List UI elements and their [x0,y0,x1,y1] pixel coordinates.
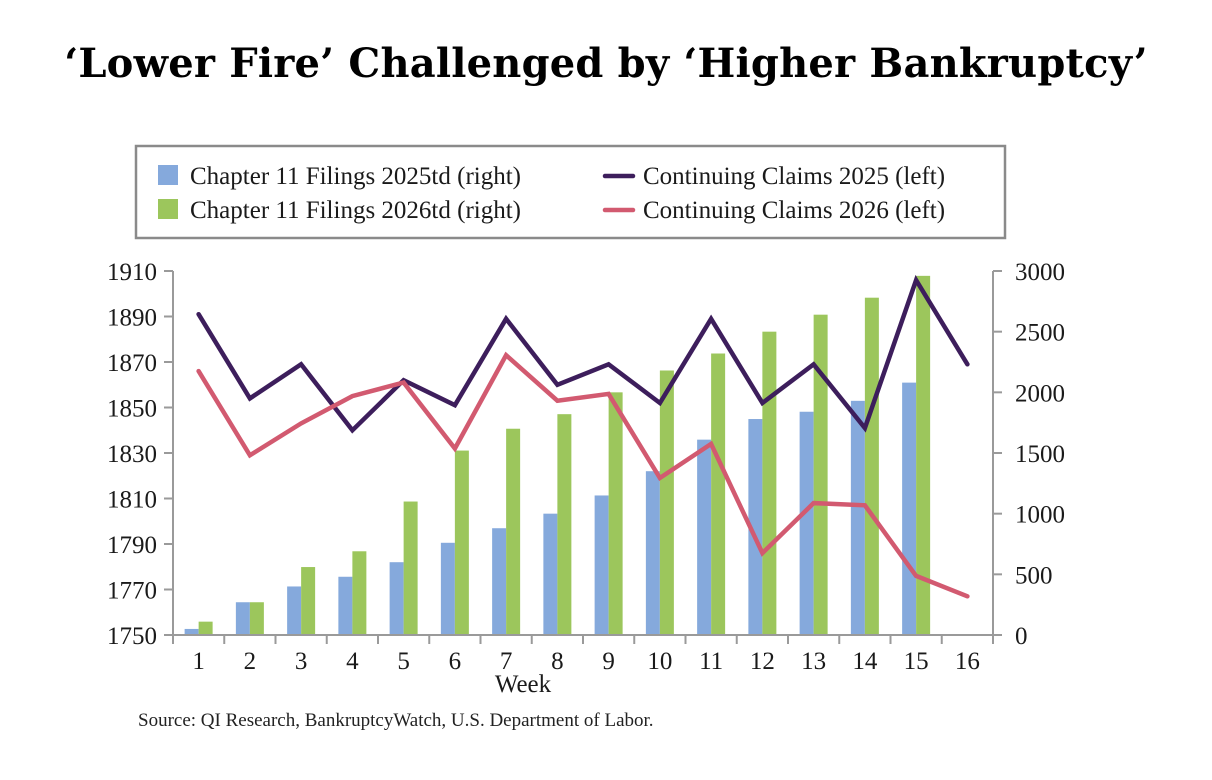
x-tick-label: 16 [955,648,980,675]
bar-2026 [506,428,521,635]
source-note: Source: QI Research, BankruptcyWatch, U.… [138,710,654,731]
x-tick-label: 7 [500,648,513,675]
bar-2026 [301,567,316,635]
legend: Chapter 11 Filings 2025td (right) Chapter… [134,144,1007,240]
bar-2025 [697,439,712,635]
bar-2026 [864,297,879,635]
bar-2025 [799,411,814,635]
x-tick-label: 1 [192,648,205,675]
bar-2026 [608,392,623,635]
x-tick-label: 14 [852,648,878,675]
x-tick-label: 9 [602,648,615,675]
chart-title: ‘Lower Fire’ Challenged by ‘Higher Bankr… [64,40,1148,87]
x-axis-label: Week [495,671,552,698]
bars [184,275,931,635]
x-tick-label: 13 [801,648,826,675]
bar-2026 [352,551,367,635]
y-left-tick-label: 1830 [107,441,157,468]
x-tick-label: 6 [449,648,462,675]
x-tick-label: 5 [397,648,410,675]
y-left-tick-label: 1790 [107,532,157,559]
bar-2025 [543,513,558,635]
line-claims-2026 [196,351,970,599]
legend-label: Chapter 11 Filings 2026td (right) [190,197,521,224]
y-right-tick-label: 500 [1015,562,1053,589]
bar-2026 [762,331,777,635]
tick-labels: 1910189018701850183018101790177017503000… [107,259,1065,698]
bar-2026 [403,501,418,635]
bar-2025 [645,471,660,635]
x-tick-label: 10 [647,648,672,675]
bar-2025 [594,495,609,635]
bar-2026 [198,621,213,635]
legend-swatch-bar [158,165,178,185]
bar-2026 [711,353,726,635]
bar-2025 [850,400,865,635]
y-left-tick-label: 1870 [107,350,157,377]
bar-2026 [454,450,469,635]
bar-2026 [916,275,931,635]
legend-label: Continuing Claims 2026 (left) [643,197,945,224]
legend-frame [134,144,1007,240]
bar-2026 [813,314,828,635]
y-left-tick-label: 1890 [107,305,157,332]
bar-2026 [249,602,264,635]
x-tick-label: 12 [750,648,775,675]
bar-2026 [557,414,572,635]
bar-2025 [184,628,199,635]
bar-2025 [748,419,763,635]
x-tick-label: 8 [551,648,564,675]
x-tick-label: 4 [346,648,359,675]
y-left-tick-label: 1770 [107,578,157,605]
y-right-tick-label: 0 [1015,623,1028,650]
y-right-tick-label: 3000 [1015,259,1065,286]
y-left-tick-label: 1910 [107,259,157,286]
y-left-tick-label: 1850 [107,396,157,423]
line-claims-2025 [196,274,970,434]
lines [196,274,970,599]
bar-2025 [389,562,404,635]
x-tick-label: 2 [244,648,257,675]
legend-label: Continuing Claims 2025 (left) [643,163,945,190]
y-left-tick-label: 1750 [107,623,157,650]
legend-label: Chapter 11 Filings 2025td (right) [190,163,521,190]
bar-2025 [492,528,507,635]
y-right-tick-label: 2500 [1015,320,1065,347]
bar-2025 [235,602,250,635]
bar-2025 [287,586,302,635]
bar-2025 [338,576,353,635]
x-tick-label: 3 [295,648,308,675]
y-right-tick-label: 2000 [1015,380,1065,407]
legend-swatch-bar [158,199,178,219]
bar-2026 [659,370,674,635]
y-right-tick-label: 1500 [1015,441,1065,468]
y-left-tick-label: 1810 [107,487,157,514]
x-tick-label: 15 [904,648,929,675]
axes [164,270,1002,644]
bar-2025 [440,542,455,635]
y-right-tick-label: 1000 [1015,502,1065,529]
bar-2025 [902,382,917,635]
x-tick-label: 11 [699,648,723,675]
